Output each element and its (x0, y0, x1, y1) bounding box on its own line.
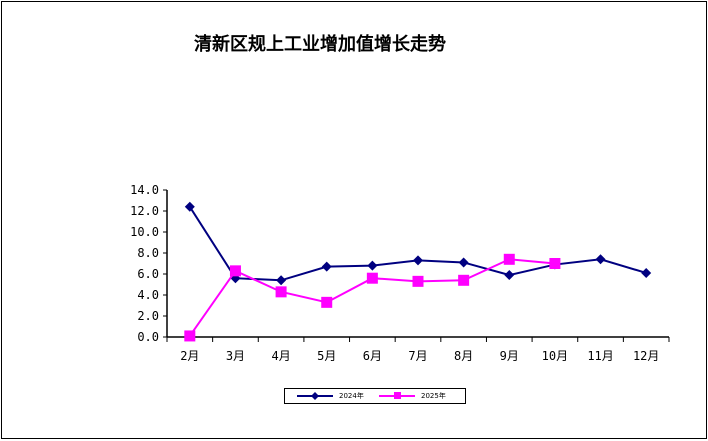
data-point-diamond (458, 257, 469, 268)
x-tick-label: 6月 (363, 349, 382, 363)
chart-title: 清新区规上工业增加值增长走势 (194, 34, 446, 55)
x-tick-label: 10月 (542, 349, 568, 363)
series-line-2024年 (188, 206, 647, 282)
data-point-square (184, 330, 196, 342)
legend-label: 2024年 (339, 392, 364, 400)
data-point-diamond (641, 267, 652, 278)
x-tick-label: 4月 (271, 349, 290, 363)
data-point-diamond (595, 254, 606, 265)
x-tick-label: 9月 (500, 349, 519, 363)
data-point-square (229, 265, 241, 277)
data-point-diamond (321, 261, 332, 272)
data-point-square (275, 286, 287, 298)
x-tick-label: 2月 (180, 349, 199, 363)
legend-item-2024: 2024年 (295, 389, 375, 403)
data-point-square (549, 258, 561, 269)
y-tick-label: 14.0 (130, 183, 159, 197)
data-point-square (503, 253, 515, 265)
y-tick-label: 2.0 (137, 309, 159, 323)
legend: 2024年 2025年 (284, 388, 466, 404)
data-point-diamond (276, 275, 287, 286)
series-line-2025年 (188, 258, 556, 337)
legend-item-2025: 2025年 (377, 389, 457, 403)
data-point-diamond (504, 270, 515, 281)
data-point-diamond (413, 255, 423, 266)
y-tick-label: 10.0 (130, 225, 159, 239)
y-tick-label: 12.0 (130, 204, 159, 218)
x-tick-label: 8月 (454, 349, 473, 363)
data-point-diamond (367, 260, 378, 271)
x-tick-label: 3月 (226, 349, 245, 363)
legend-label: 2025年 (421, 392, 446, 400)
legend-marker-square-icon (379, 392, 415, 399)
data-point-square (458, 274, 470, 286)
data-point-diamond (184, 201, 195, 212)
y-tick-label: 0.0 (137, 330, 159, 344)
y-tick-label: 8.0 (137, 246, 159, 260)
data-point-square (412, 275, 424, 287)
x-tick-label: 7月 (408, 349, 427, 363)
x-tick-label: 11月 (587, 349, 613, 363)
y-tick-label: 6.0 (137, 267, 159, 281)
x-tick-label: 5月 (317, 349, 336, 363)
y-tick-label: 4.0 (137, 288, 159, 302)
legend-marker-diamond-icon (297, 392, 333, 400)
data-point-square (366, 272, 378, 284)
data-point-square (321, 296, 333, 308)
x-tick-label: 12月 (633, 349, 659, 363)
